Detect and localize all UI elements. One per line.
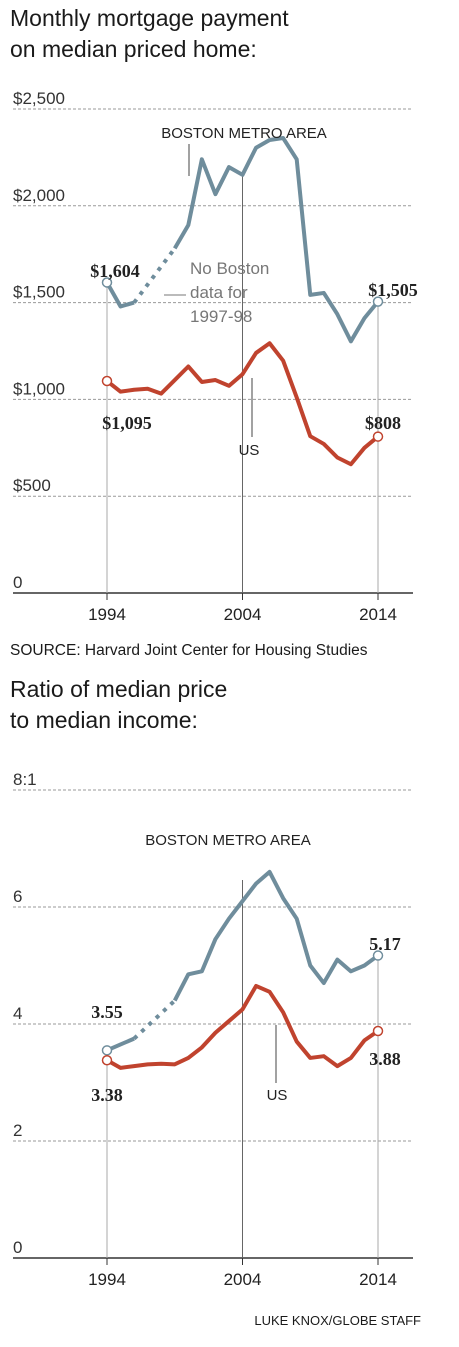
data-label: 3.55 xyxy=(91,1002,123,1022)
series-gap-dotted xyxy=(132,247,177,304)
credit-line: LUKE KNOX/GLOBE STAFF xyxy=(254,1313,421,1328)
chart2-title-line2: to median income: xyxy=(10,707,198,733)
chart1-title: Monthly mortgage payment on median price… xyxy=(10,3,289,65)
y-tick-label: $1,500 xyxy=(13,283,65,302)
y-tick-label: 6 xyxy=(13,887,22,906)
gap-note-line: 1997-98 xyxy=(190,307,252,326)
data-label: $1,505 xyxy=(368,280,418,300)
source-note: SOURCE: Harvard Joint Center for Housing… xyxy=(10,642,368,659)
y-tick-label: 8:1 xyxy=(13,770,37,789)
chart1-title-line2: on median priced home: xyxy=(10,36,257,62)
x-tick-label: 2004 xyxy=(224,1270,262,1289)
endpoint-marker xyxy=(101,375,113,387)
endpoint-marker xyxy=(372,431,384,442)
endpoint-marker xyxy=(101,277,113,288)
data-label: $808 xyxy=(365,413,401,433)
endpoint-marker xyxy=(372,1025,384,1037)
x-tick-label: 1994 xyxy=(88,605,126,624)
gap-note-line: No Boston xyxy=(190,259,269,278)
endpoint-marker xyxy=(372,950,384,961)
series-line-us xyxy=(106,983,380,1070)
data-label: $1,604 xyxy=(90,261,140,281)
x-tick-label: 2014 xyxy=(359,1270,397,1289)
chart2-title: Ratio of median price to median income: xyxy=(10,674,227,736)
y-tick-label: $2,000 xyxy=(13,186,65,205)
y-tick-label: 2 xyxy=(13,1121,22,1140)
y-tick-label: $2,500 xyxy=(13,89,65,108)
data-label: 5.17 xyxy=(369,934,401,954)
data-label: $1,095 xyxy=(102,413,152,433)
series-line-us xyxy=(105,341,380,467)
y-tick-label: 4 xyxy=(13,1004,22,1023)
y-tick-label: $1,000 xyxy=(13,379,65,398)
chart1-title-line1: Monthly mortgage payment xyxy=(10,5,289,31)
series-label-boston: BOSTON METRO AREA xyxy=(145,832,311,849)
data-label: 3.88 xyxy=(369,1049,401,1069)
series-label-us: US xyxy=(267,1087,288,1104)
y-tick-label: $500 xyxy=(13,476,51,495)
series-gap-dotted xyxy=(132,999,177,1041)
data-label: 3.38 xyxy=(91,1085,123,1105)
gap-note-line: data for xyxy=(190,283,248,302)
mortgage-payment-chart: 0 $500 $1,000 $1,500 $2,000 $2,500 1994 2004 201… xyxy=(13,89,418,624)
series-label-us: US xyxy=(239,442,260,459)
price-income-ratio-chart: 0 2 4 6 8:1 1994 2004 2014 3.55 5.17 3.38 3.88 BOSTO… xyxy=(13,770,413,1289)
x-tick-label: 2004 xyxy=(224,605,262,624)
y-tick-label: 0 xyxy=(13,1238,22,1257)
endpoint-marker xyxy=(101,1055,113,1066)
endpoint-marker xyxy=(372,296,384,307)
series-line-boston xyxy=(172,869,380,1002)
chart2-title-line1: Ratio of median price xyxy=(10,676,228,702)
y-tick-label: 0 xyxy=(13,573,22,592)
x-tick-label: 2014 xyxy=(359,605,397,624)
series-line-boston xyxy=(105,281,135,309)
endpoint-marker xyxy=(101,1045,113,1056)
series-label-boston: BOSTON METRO AREA xyxy=(161,125,327,142)
x-tick-label: 1994 xyxy=(88,1270,126,1289)
series-line-boston xyxy=(173,136,380,344)
